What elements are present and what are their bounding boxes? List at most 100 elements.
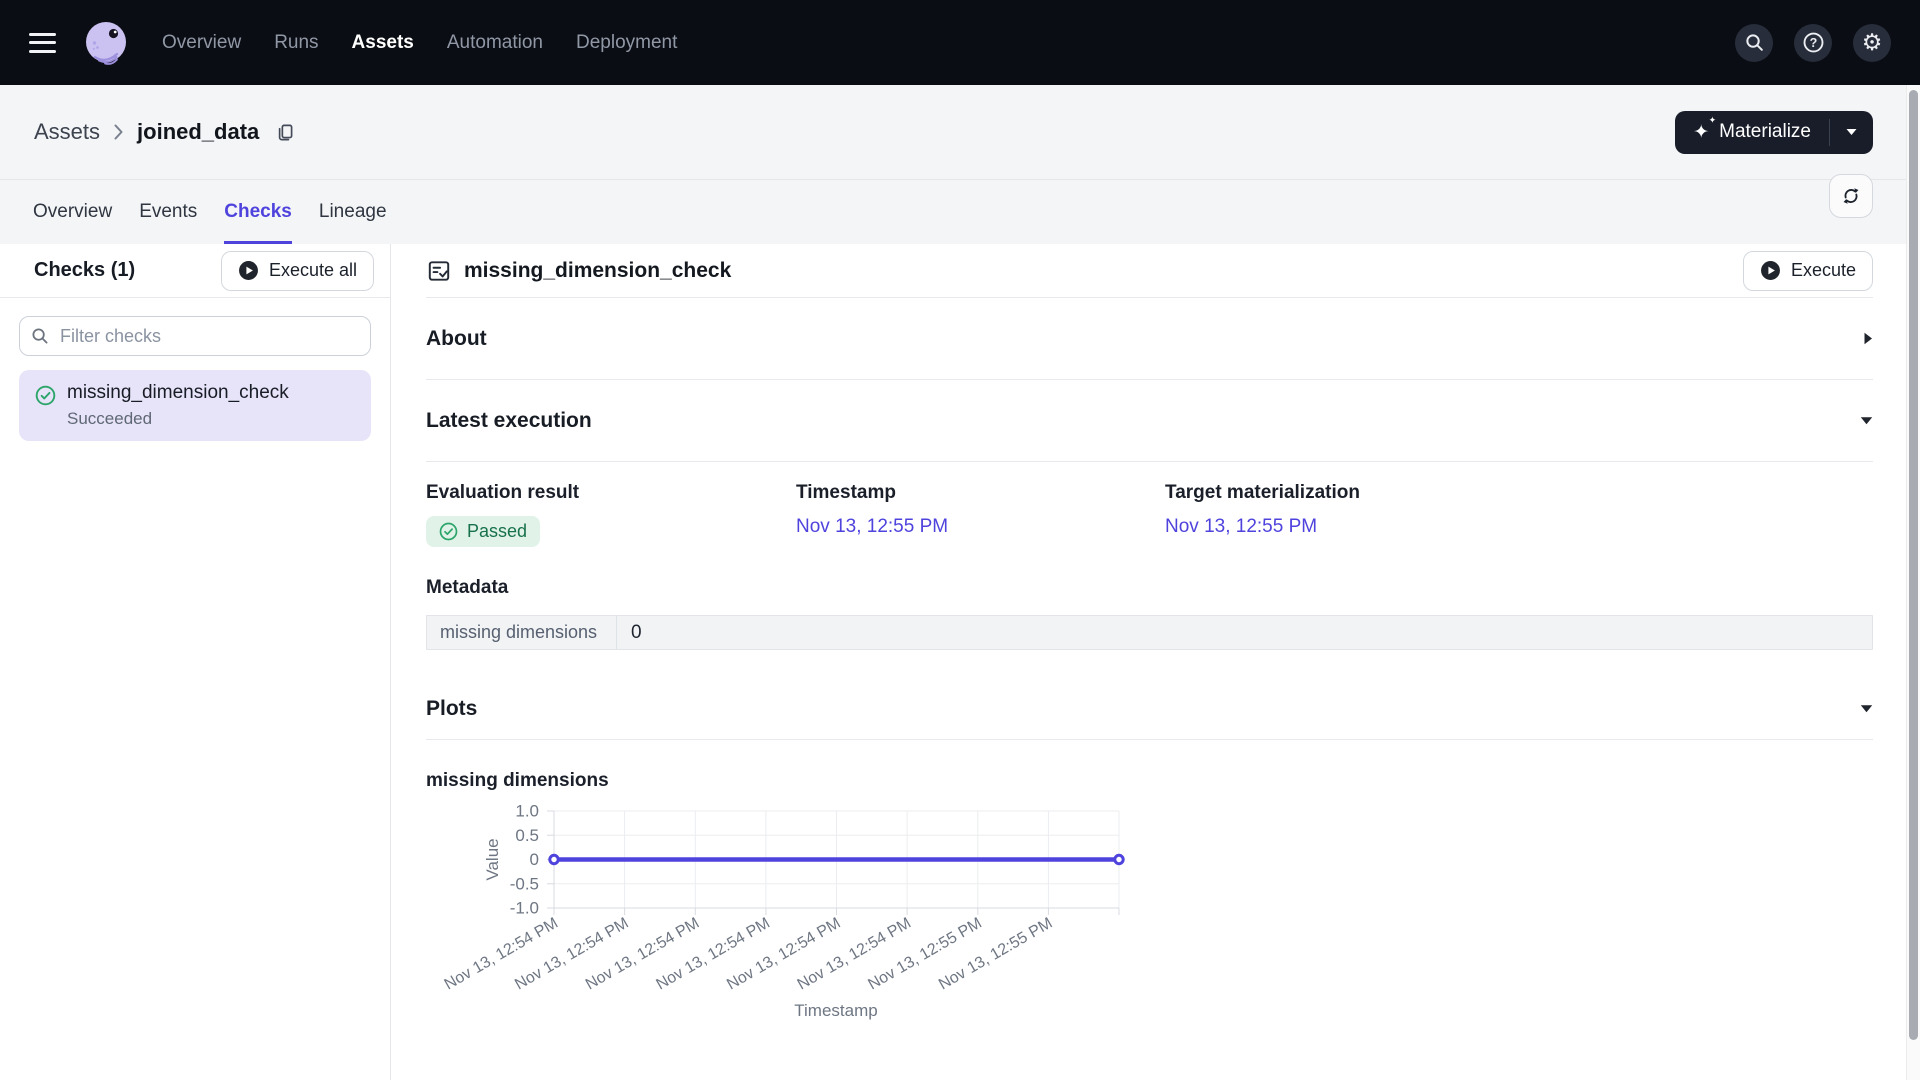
plots-section-header[interactable]: Plots [426, 678, 1873, 740]
about-section-header[interactable]: About [426, 298, 1873, 380]
nav-item-assets[interactable]: Assets [351, 31, 414, 53]
plot-title: missing dimensions [426, 770, 609, 791]
svg-text:-1.0: -1.0 [510, 899, 539, 918]
collapse-chevron-down-icon [1860, 417, 1873, 425]
chart-axes [547, 810, 1120, 915]
tab-checks[interactable]: Checks [224, 180, 292, 244]
checks-list: missing_dimension_check Succeeded [0, 298, 390, 459]
passed-badge: Passed [426, 516, 541, 547]
y-axis-ticks: 1.0 0.5 0 -0.5 -1.0 [510, 802, 539, 918]
tab-overview[interactable]: Overview [33, 200, 113, 222]
sparkle-icon: ✦ ✦ [1693, 114, 1717, 143]
search-icon [1745, 34, 1763, 51]
split-divider [1829, 118, 1830, 146]
breadcrumb: Assets joined_data [34, 119, 298, 145]
timestamp-label: Timestamp [796, 482, 896, 503]
check-title: missing_dimension_check [464, 258, 732, 282]
x-axis-title: Timestamp [794, 1001, 877, 1020]
y-axis-title: Value [483, 838, 502, 880]
timestamp-field: Timestamp Nov 13, 12:55 PM [796, 482, 1165, 547]
checks-sidebar: Checks (1) Execute all [0, 244, 391, 1080]
asset-tabs: Overview Events Checks Lineage [0, 174, 1920, 244]
nav-item-overview[interactable]: Overview [162, 31, 242, 53]
execute-all-button[interactable]: Execute all [220, 250, 374, 291]
settings-button[interactable]: ⚙ [1853, 23, 1891, 62]
materialize-label: Materialize [1719, 121, 1811, 142]
collapse-chevron-down-icon [1860, 705, 1873, 713]
execute-all-label: Execute all [268, 260, 357, 280]
collapse-chevron-right-icon [1864, 332, 1872, 345]
check-document-icon [428, 260, 450, 281]
metadata-key: missing dimensions [427, 616, 617, 649]
evaluation-result-label: Evaluation result [426, 482, 580, 503]
primary-nav: Overview Runs Assets Automation Deployme… [162, 32, 677, 54]
metadata-table: missing dimensions 0 [426, 615, 1873, 650]
filter-search-icon [30, 326, 50, 346]
copy-icon [279, 124, 293, 140]
checks-sidebar-header: Checks (1) Execute all [0, 244, 390, 298]
materialize-button[interactable]: ✦ ✦ Materialize [1675, 111, 1829, 154]
caret-down-icon [1846, 129, 1857, 135]
target-materialization-label: Target materialization [1165, 482, 1360, 503]
content-area: Checks (1) Execute all [0, 244, 1920, 1080]
execute-button[interactable]: Execute [1742, 250, 1873, 291]
check-success-icon [35, 385, 56, 406]
check-item-status: Succeeded [67, 409, 153, 428]
x-axis-ticks: Nov 13, 12:54 PM Nov 13, 12:54 PM Nov 13… [442, 915, 1056, 994]
timestamp-link[interactable]: Nov 13, 12:55 PM [796, 516, 949, 537]
tab-lineage[interactable]: Lineage [318, 200, 387, 222]
svg-text:?: ? [1809, 36, 1817, 50]
search-button[interactable] [1735, 23, 1773, 62]
tab-events[interactable]: Events [139, 200, 198, 222]
gear-icon: ⚙ [1861, 29, 1883, 55]
series-endpoint-right [1113, 853, 1125, 866]
check-detail-pane: missing_dimension_check Execute About La… [391, 244, 1920, 1080]
nav-actions: ? ⚙ [1735, 23, 1891, 62]
octopus-logo-icon [86, 21, 126, 65]
help-button[interactable]: ? [1794, 23, 1832, 62]
check-item-name: missing_dimension_check [67, 382, 289, 403]
svg-text:0: 0 [530, 850, 539, 869]
dagster-logo[interactable] [80, 17, 132, 69]
refresh-button[interactable] [1829, 174, 1873, 218]
metadata-heading: Metadata [426, 577, 509, 598]
svg-text:-0.5: -0.5 [510, 874, 539, 893]
series-endpoint-left [548, 853, 560, 866]
refresh-icon [1843, 188, 1859, 204]
nav-item-automation[interactable]: Automation [446, 31, 543, 53]
target-materialization-link[interactable]: Nov 13, 12:55 PM [1165, 516, 1318, 537]
asset-name: joined_data [137, 119, 260, 144]
target-materialization-field: Target materialization Nov 13, 12:55 PM [1165, 482, 1873, 547]
top-nav: Overview Runs Assets Automation Deployme… [0, 0, 1920, 85]
evaluation-result-field: Evaluation result Passed [426, 482, 796, 547]
scrollbar-thumb[interactable] [1909, 90, 1918, 1040]
filter-checks-input[interactable] [19, 316, 371, 356]
nav-item-runs[interactable]: Runs [274, 31, 319, 53]
line-chart: 1.0 0.5 0 -0.5 -1.0 Value Nov 13, 12:54 … [442, 802, 1125, 1020]
passed-check-icon [439, 522, 458, 541]
about-heading: About [426, 326, 487, 350]
materialize-dropdown-button[interactable] [1830, 111, 1873, 154]
svg-text:0.5: 0.5 [515, 826, 539, 845]
play-circle-icon [1761, 261, 1780, 280]
copy-asset-name-button[interactable] [273, 120, 298, 145]
svg-text:Nov 13, 12:54 PM: Nov 13, 12:54 PM [442, 915, 561, 994]
help-icon: ? [1803, 32, 1823, 53]
latest-execution-heading: Latest execution [426, 408, 592, 432]
chevron-right-icon [114, 124, 123, 140]
check-detail-header: missing_dimension_check Execute [426, 244, 1873, 298]
asset-header-row: Assets joined_data ✦ ✦ Materialize [0, 85, 1920, 180]
materialize-split-button: ✦ ✦ Materialize [1675, 110, 1873, 154]
passed-badge-label: Passed [467, 521, 528, 541]
latest-execution-details: Evaluation result Passed Timestamp Nov 1… [426, 462, 1873, 547]
check-list-item-selected[interactable]: missing_dimension_check Succeeded [19, 370, 371, 441]
checks-count-title: Checks (1) [34, 259, 136, 281]
vertical-scrollbar[interactable] [1906, 85, 1920, 1080]
hamburger-menu-icon[interactable] [29, 32, 56, 53]
nav-item-deployment[interactable]: Deployment [576, 31, 678, 53]
latest-execution-section-header[interactable]: Latest execution [426, 380, 1873, 462]
metadata-value: 0 [631, 621, 642, 643]
play-circle-icon [238, 261, 258, 280]
breadcrumb-assets-link[interactable]: Assets [34, 119, 101, 144]
